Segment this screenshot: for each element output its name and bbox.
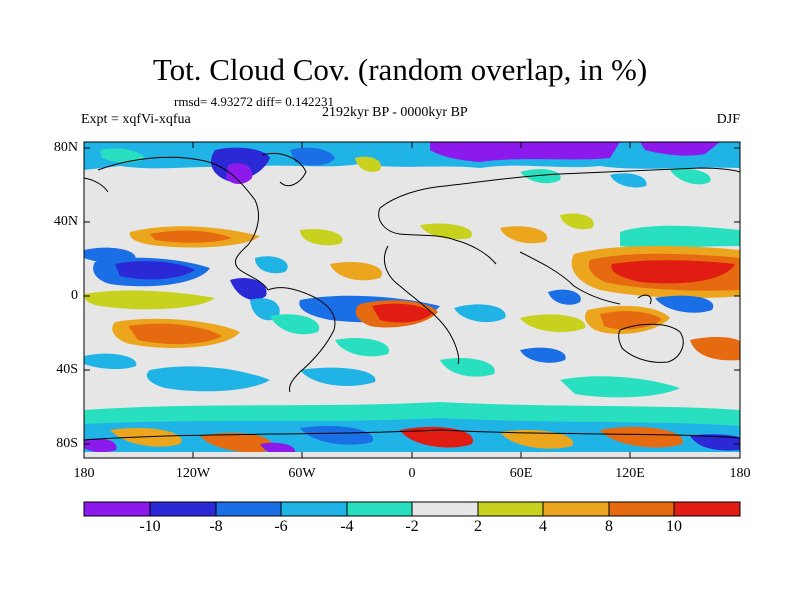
- lat-label: 0: [71, 288, 78, 303]
- colorbar-label: 8: [605, 518, 613, 535]
- lat-label: 40S: [56, 362, 78, 377]
- colorbar-swatch: [478, 502, 543, 516]
- lon-label: 60E: [509, 466, 533, 481]
- colorbar-label: -10: [139, 518, 161, 535]
- colorbar-swatch: [412, 502, 478, 516]
- anomaly-field: [84, 142, 740, 458]
- map-title: Tot. Cloud Cov. (random overlap, in %): [152, 52, 648, 87]
- colorbar-swatch: [347, 502, 412, 516]
- colorbar-label: -4: [340, 518, 354, 535]
- lon-label: 180: [73, 466, 95, 481]
- colorbar-swatch: [150, 502, 216, 516]
- lon-label: 120W: [175, 466, 211, 481]
- colorbar-label: -2: [405, 518, 419, 535]
- experiment-label: Expt = xqfVi-xqfua: [81, 112, 191, 127]
- lat-label: 80S: [56, 436, 78, 451]
- colorbar: [83, 501, 741, 517]
- colorbar-swatch: [84, 502, 150, 516]
- lon-label: 120E: [615, 466, 645, 481]
- colorbar-label: 4: [539, 518, 547, 535]
- period-label: 2192kyr BP - 0000kyr BP: [322, 105, 468, 120]
- colorbar-swatch: [543, 502, 609, 516]
- season-label: DJF: [716, 112, 740, 127]
- colorbar-swatch: [281, 502, 347, 516]
- colorbar-label: -8: [209, 518, 223, 535]
- axis-ticks: [84, 142, 740, 458]
- colorbar-swatch: [216, 502, 281, 516]
- colorbar-swatch: [609, 502, 674, 516]
- lat-label: 80N: [53, 140, 78, 155]
- lon-label: 180: [729, 466, 751, 481]
- colorbar-label: 2: [474, 518, 482, 535]
- lon-label: 60W: [288, 466, 316, 481]
- colorbar-label: 10: [666, 518, 682, 535]
- lat-label: 40N: [53, 214, 78, 229]
- stats-text: rmsd= 4.93272 diff= 0.142231: [174, 94, 334, 109]
- coastlines: [84, 153, 740, 441]
- colorbar-label: -6: [274, 518, 288, 535]
- lon-label: 0: [408, 466, 416, 481]
- colorbar-swatch: [674, 502, 740, 516]
